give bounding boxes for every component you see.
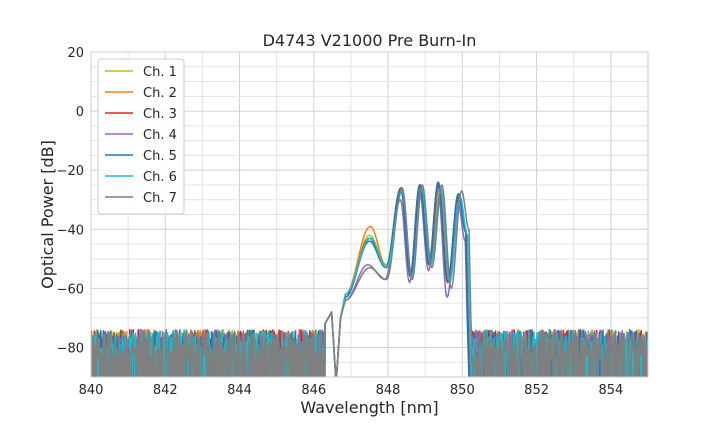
x-tick-label: 840 <box>79 383 104 398</box>
x-tick-label: 846 <box>301 383 326 398</box>
chart-title: D4743 V21000 Pre Burn-In <box>263 31 477 50</box>
y-tick-label: −20 <box>57 164 84 179</box>
x-tick-label: 842 <box>153 383 178 398</box>
y-tick-label: −80 <box>57 341 84 356</box>
y-tick-label: −40 <box>57 223 84 238</box>
legend-label: Ch. 4 <box>143 128 177 143</box>
y-tick-label: 0 <box>76 105 84 120</box>
y-axis-label: Optical Power [dB] <box>38 140 57 289</box>
y-tick-labels: 20 0 −20 −40 −60 −80 <box>57 46 84 356</box>
legend-label: Ch. 5 <box>143 149 177 164</box>
x-axis-label: Wavelength [nm] <box>300 398 438 417</box>
legend-label: Ch. 7 <box>143 191 177 206</box>
series-layer <box>91 181 648 377</box>
legend-label: Ch. 3 <box>143 107 177 122</box>
x-tick-label: 854 <box>598 383 623 398</box>
x-tick-label: 848 <box>376 383 401 398</box>
series-line-7 <box>91 184 648 377</box>
x-tick-label: 844 <box>227 383 252 398</box>
x-tick-labels: 840 842 844 846 848 850 852 854 <box>79 383 624 398</box>
y-tick-label: 20 <box>67 46 84 61</box>
x-tick-label: 850 <box>450 383 475 398</box>
plot-frame <box>90 51 649 378</box>
legend-label: Ch. 6 <box>143 170 177 185</box>
legend-label: Ch. 1 <box>143 65 177 80</box>
x-tick-label: 852 <box>524 383 549 398</box>
y-tick-label: −60 <box>57 282 84 297</box>
legend-label: Ch. 2 <box>143 86 177 101</box>
legend: Ch. 1 Ch. 2 Ch. 3 Ch. 4 Ch. 5 Ch. 6 Ch. 7 <box>97 58 185 215</box>
